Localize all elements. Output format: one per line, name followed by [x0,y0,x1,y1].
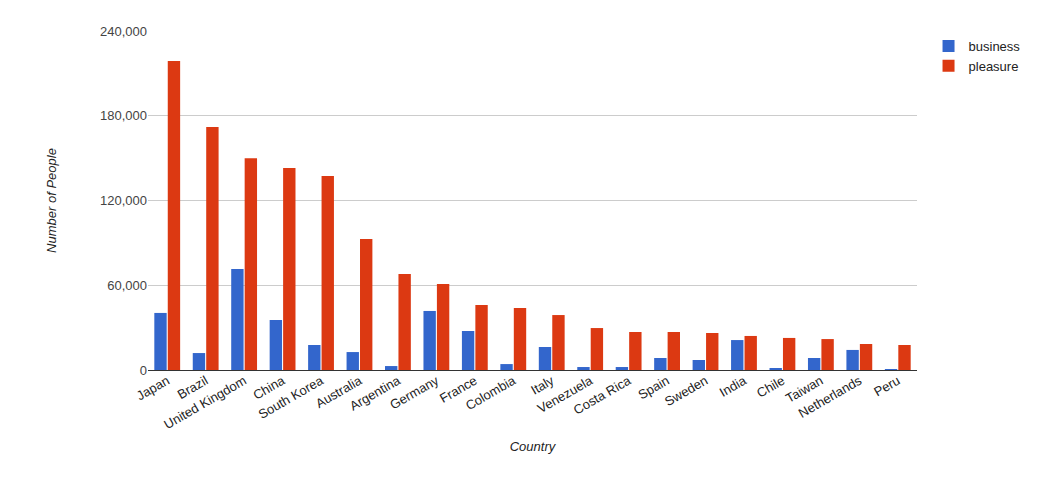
svg-text:60,000: 60,000 [107,278,147,293]
svg-text:Netherlands: Netherlands [796,372,865,420]
svg-text:Japan: Japan [134,373,172,404]
svg-text:Peru: Peru [871,373,902,400]
svg-text:Argentina: Argentina [347,372,403,413]
svg-text:Spain: Spain [636,373,672,403]
svg-text:Brazil: Brazil [175,373,211,402]
svg-text:120,000: 120,000 [100,193,147,208]
svg-text:India: India [717,372,750,399]
svg-text:Italy: Italy [528,372,557,397]
svg-text:South Korea: South Korea [256,372,327,422]
svg-text:Sweden: Sweden [662,373,710,409]
svg-text:Number of People: Number of People [44,148,59,253]
svg-text:Germany: Germany [387,372,441,412]
svg-text:pleasure: pleasure [969,59,1019,74]
svg-text:Chile: Chile [754,373,787,401]
svg-text:Venezuela: Venezuela [535,372,596,416]
svg-text:Country: Country [510,439,557,454]
svg-text:France: France [437,373,480,406]
svg-text:240,000: 240,000 [100,24,147,39]
svg-text:180,000: 180,000 [100,108,147,123]
svg-text:China: China [250,372,288,402]
svg-text:United Kingdom: United Kingdom [161,373,249,432]
svg-text:business: business [969,39,1021,54]
svg-text:0: 0 [140,363,147,378]
svg-text:Colombia: Colombia [463,372,519,413]
svg-text:Australia: Australia [313,372,365,411]
svg-text:Taiwan: Taiwan [783,373,826,406]
svg-text:Costa Rica: Costa Rica [571,372,634,417]
